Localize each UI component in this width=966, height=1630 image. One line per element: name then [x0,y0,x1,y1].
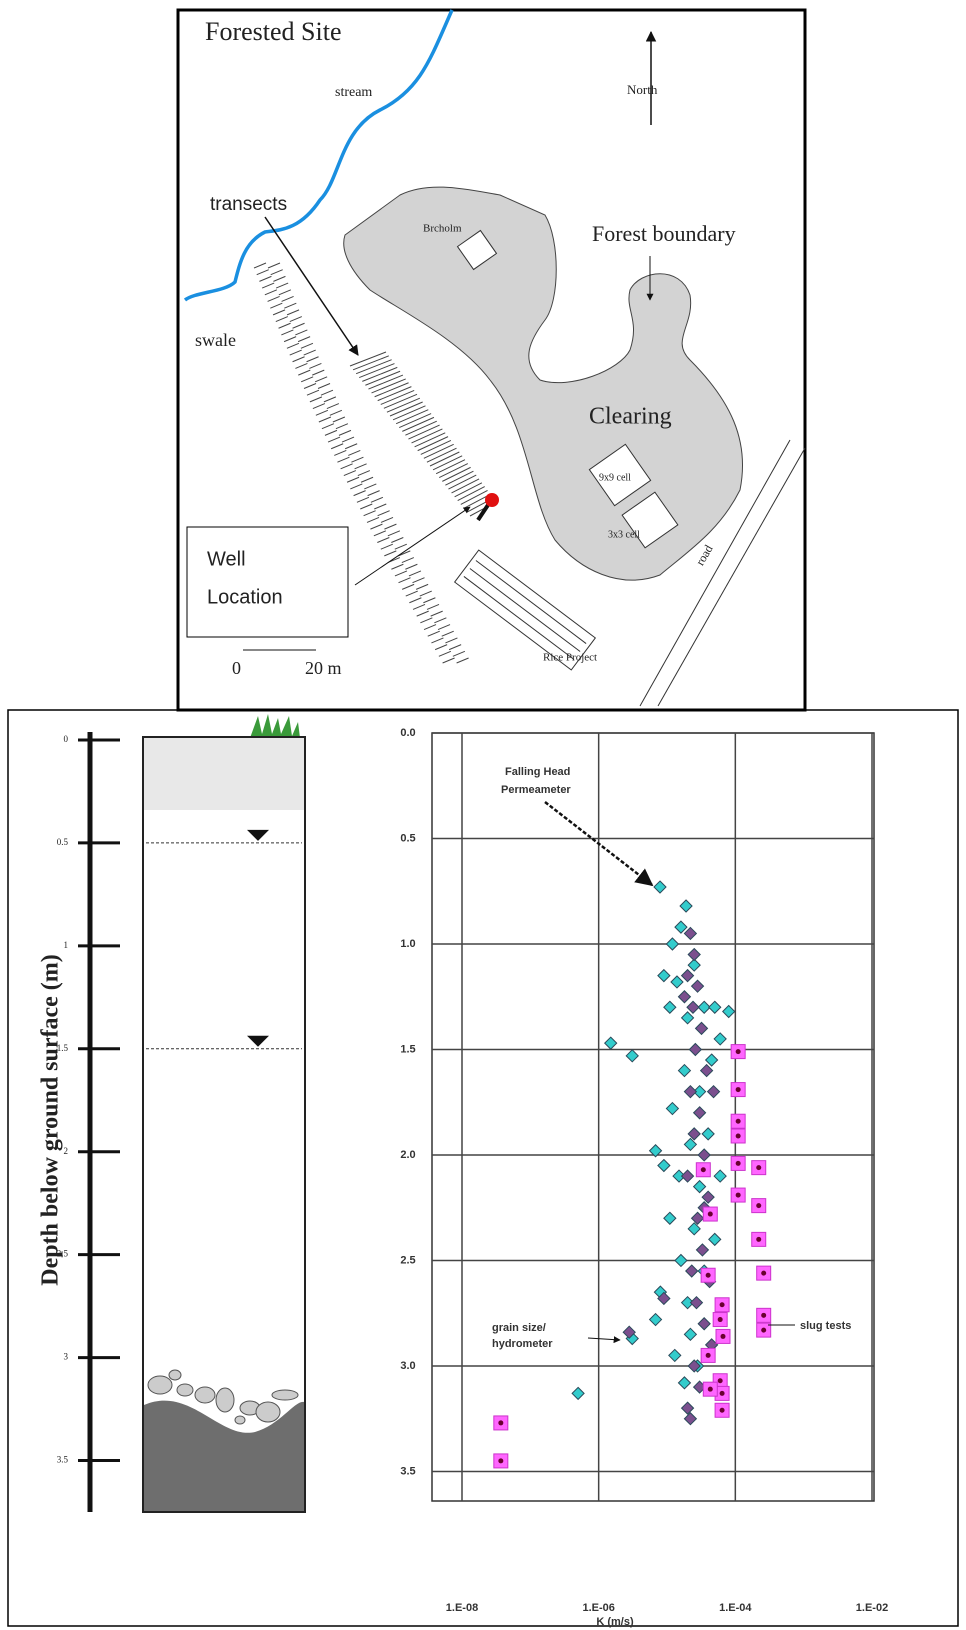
point-center [701,1167,706,1172]
label: 20 m [305,658,342,678]
annotation: slug tests [800,1320,851,1332]
label: Brcholm [423,223,462,235]
y-tick-label: 1 [64,940,69,950]
point-center [706,1273,711,1278]
y-tick-label: 1.0 [400,938,415,950]
y-tick-label: 1.5 [400,1043,415,1055]
y-tick-label: 3 [64,1352,69,1362]
y-tick-label: 3.5 [400,1465,415,1477]
y-tick-label: 2 [64,1146,69,1156]
x-tick-label: 1.E-04 [719,1602,752,1614]
point-center [736,1087,741,1092]
point-center [761,1328,766,1333]
x-axis-label: K (m/s) [596,1616,634,1628]
point-center [736,1049,741,1054]
point-center [720,1408,725,1413]
point-center [756,1203,761,1208]
well [485,493,499,507]
point-center [708,1212,713,1217]
y-tick-label: 0 [64,734,69,744]
point-center [761,1271,766,1276]
annotation: grain size/ [492,1322,546,1334]
label: North [627,82,658,97]
label: Rice Project [543,652,597,664]
y-tick-label: 2.0 [400,1149,415,1161]
point-center [756,1237,761,1242]
y-tick-label: 0.0 [400,727,415,739]
point-center [498,1420,503,1425]
site-map: Forested Site stream North transects Brc… [178,10,805,710]
point-center [720,1302,725,1307]
y-tick-label: 0.5 [57,837,69,847]
annotation: hydrometer [492,1338,553,1350]
label: Clearing [589,404,672,430]
point-center [498,1458,503,1463]
label: Forest boundary [592,221,736,246]
x-tick-label: 1.E-02 [856,1602,888,1614]
y-tick-label: 2.5 [57,1249,69,1259]
plot-frame [432,733,874,1501]
label: stream [335,85,372,100]
label: 3x3 cell [608,529,640,540]
point-center [708,1387,713,1392]
label-box [187,527,348,637]
point-center [706,1353,711,1358]
label: transects [210,194,287,215]
point-center [721,1334,726,1339]
label: 9x9 cell [599,472,631,483]
annotation: Falling Head [505,766,570,778]
x-tick-label: 1.E-06 [582,1602,614,1614]
map-title: Forested Site [205,17,342,46]
soil-top [144,738,304,810]
y-tick-label: 3.0 [400,1360,415,1372]
point-center [736,1193,741,1198]
x-tick-label: 1.E-08 [446,1602,478,1614]
y-tick-label: 1.5 [57,1043,69,1053]
y-tick-label: 0.5 [400,832,415,844]
point-center [736,1133,741,1138]
point-center [736,1161,741,1166]
y-tick-label: 2.5 [400,1254,415,1266]
figure: Forested Site stream North transects Brc… [0,0,966,1630]
label: swale [195,330,236,350]
point-center [718,1317,723,1322]
page: Forested Site stream North transects Brc… [0,0,966,1630]
label: Well [207,548,246,570]
point-center [756,1165,761,1170]
point-center [720,1391,725,1396]
y-tick-label: 3.5 [57,1455,69,1465]
axis-label: Depth below ground surface (m) [38,954,64,1286]
point-center [736,1119,741,1124]
label: 0 [232,658,241,678]
point-center [718,1378,723,1383]
point-center [761,1313,766,1318]
label: Location [207,586,283,608]
grass [250,714,300,738]
depth-column: Depth below ground surface (m) 0 0.5 1 1.5 2… [38,714,306,1512]
annotation: Permeameter [501,784,571,796]
